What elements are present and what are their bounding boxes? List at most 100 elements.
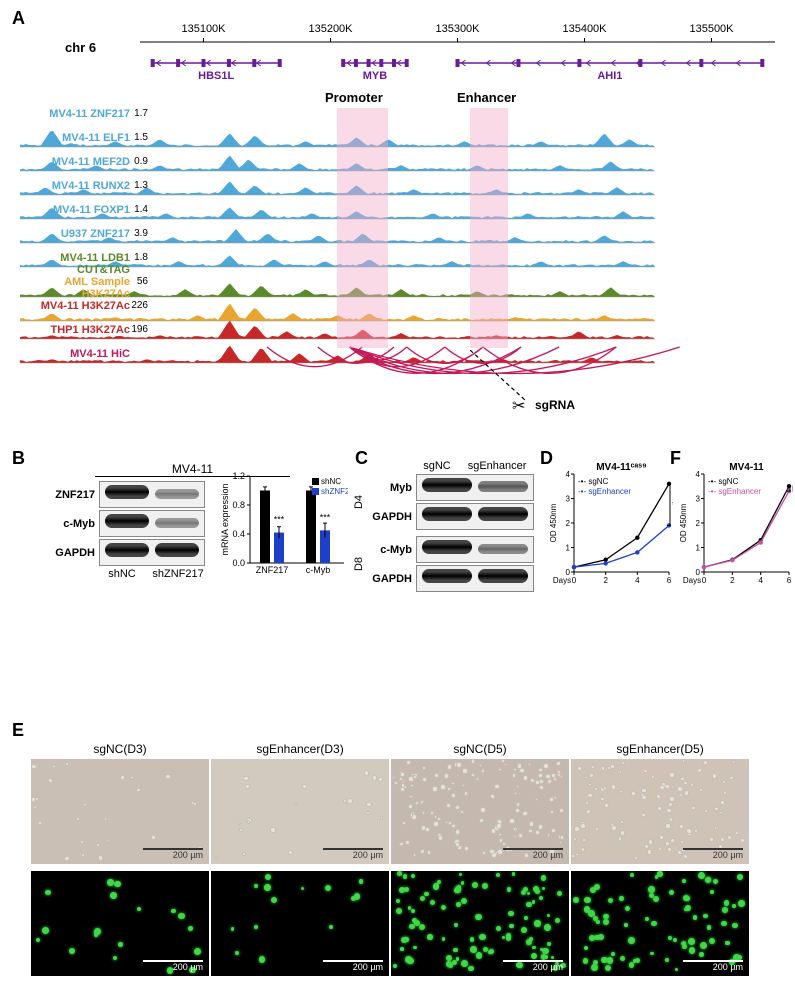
track-row: MV4-11 LDB1 CUT&TAG1.8 <box>20 252 775 272</box>
track-label: MV4-11 ZNF217 <box>20 108 130 120</box>
micro-col-label: sgEnhancer(D5) <box>570 742 750 756</box>
gene-track: HBS1LMYBAHI1 <box>140 55 775 80</box>
track-label: MV4-11 FOXP1 <box>20 204 130 216</box>
wb-group-tag: D4 <box>353 495 365 509</box>
panel-a-label: A <box>12 8 25 29</box>
scissors-icon: ✂ <box>512 396 525 416</box>
wb-band <box>422 569 472 583</box>
svg-text:***: *** <box>274 515 285 525</box>
promoter-label: Promoter <box>325 90 383 105</box>
wb-lane-box <box>416 565 534 592</box>
svg-text:HBS1L: HBS1L <box>198 70 234 80</box>
wb-lane-box <box>99 510 205 537</box>
svg-text:Days: Days <box>683 576 701 585</box>
wb-lane-box <box>416 536 534 563</box>
track-scale: 196 <box>130 324 148 335</box>
svg-text:1: 1 <box>566 544 571 553</box>
track-scale: 1.8 <box>130 252 148 263</box>
track-scale: 1.3 <box>130 180 148 191</box>
wb-band <box>155 489 199 499</box>
wb-row-label: ZNF217 <box>40 489 95 501</box>
svg-text:135300K: 135300K <box>435 23 480 35</box>
svg-text:135100K: 135100K <box>181 23 226 35</box>
svg-text:3: 3 <box>696 495 701 504</box>
track-row: MV4-11 MEF2D0.9 <box>20 156 775 176</box>
svg-text:135200K: 135200K <box>308 23 353 35</box>
svg-text:shNC: shNC <box>321 477 341 486</box>
wb-col-shznf: shZNF217 <box>149 568 207 580</box>
svg-text:0.0: 0.0 <box>232 558 245 568</box>
panel-f-chart: MV4-11012340246OD 450nmDays-•- sgNC-•- s… <box>678 460 793 590</box>
svg-text:shZNF217: shZNF217 <box>321 487 348 496</box>
panel-c-label: C <box>355 448 368 469</box>
svg-text:4: 4 <box>635 576 640 585</box>
wb-row-label: Myb <box>370 482 412 494</box>
track-row: MV4-11 ZNF2171.7 <box>20 108 775 128</box>
svg-text:6: 6 <box>667 576 672 585</box>
micrograph-fluor: 200 µm <box>211 871 389 976</box>
micrograph-fluor: 200 µm <box>31 871 209 976</box>
wb-row-label: GAPDH <box>370 573 412 585</box>
wb-lane-box <box>99 539 205 566</box>
svg-text:0: 0 <box>702 576 707 585</box>
track-row: MV4-11 RUNX21.3 <box>20 180 775 200</box>
track-label: AML Sample H3K27Ac <box>20 276 130 300</box>
micrograph-fluor: 200 µm <box>391 871 569 976</box>
svg-text:6: 6 <box>787 576 792 585</box>
panel-c-western: sgNC sgEnhancer MybGAPDHD4c-MybGAPDHD8 <box>370 460 540 598</box>
svg-text:mRNA expression: mRNA expression <box>220 483 230 555</box>
wb-lane-box <box>416 474 534 501</box>
svg-text:OD 450nm: OD 450nm <box>679 503 688 542</box>
wb-lane-box <box>416 503 534 530</box>
svg-text:1: 1 <box>696 544 701 553</box>
micrograph-bright: 200 µm <box>571 759 749 864</box>
micrograph-bright: 200 µm <box>31 759 209 864</box>
wb-band <box>105 514 149 528</box>
wb-band <box>422 540 472 554</box>
wb-lane-box <box>99 481 205 508</box>
svg-text:NS: NS <box>792 485 793 494</box>
track-scale: 56 <box>130 276 148 287</box>
wb-row-label: c-Myb <box>370 544 412 556</box>
wb-band <box>105 485 149 499</box>
wb-row-label: c-Myb <box>40 518 95 530</box>
svg-text:4: 4 <box>758 576 763 585</box>
wb-band <box>155 518 199 528</box>
wb-group-tag: D8 <box>353 557 365 571</box>
wb-row-label: GAPDH <box>370 511 412 523</box>
svg-text:2: 2 <box>730 576 735 585</box>
enhancer-label: Enhancer <box>457 90 516 105</box>
svg-text:4: 4 <box>696 470 701 479</box>
svg-text:0.8: 0.8 <box>232 500 245 510</box>
track-label: U937 ZNF217 <box>20 228 130 240</box>
wb-band <box>478 481 528 492</box>
track-label: MV4-11 RUNX2 <box>20 180 130 192</box>
micro-col-label: sgNC(D5) <box>390 742 570 756</box>
panel-b-barchart: 0.00.40.81.2mRNA expression***ZNF217***c… <box>218 468 348 583</box>
track-row: U937 ZNF2173.9 <box>20 228 775 248</box>
track-label: MV4-11 LDB1 CUT&TAG <box>20 252 130 276</box>
svg-text:c-Myb: c-Myb <box>306 565 331 575</box>
track-row: MV4-11 H3K27Ac226 <box>20 300 775 320</box>
svg-text:-•- sgNC: -•- sgNC <box>708 477 739 486</box>
svg-text:0: 0 <box>572 576 577 585</box>
micrograph-bright: 200 µm <box>391 759 569 864</box>
svg-text:135400K: 135400K <box>562 23 607 35</box>
svg-text:135500K: 135500K <box>689 23 734 35</box>
svg-text:***: *** <box>320 512 331 522</box>
wb-band <box>478 569 528 583</box>
micro-col-label: sgNC(D3) <box>30 742 210 756</box>
svg-text:-•- sgNC: -•- sgNC <box>578 477 609 486</box>
svg-text:-•- sgEnhancer: -•- sgEnhancer <box>708 487 761 496</box>
wb-band <box>422 507 472 521</box>
chromosome-label: chr 6 <box>65 40 96 55</box>
wb-band <box>478 507 528 521</box>
track-label: MV4-11 ELF1 <box>20 132 130 144</box>
wb-band <box>422 478 472 492</box>
svg-text:2: 2 <box>603 576 608 585</box>
micrograph-grid: sgNC(D3)sgEnhancer(D3)sgNC(D5)sgEnhancer… <box>30 740 775 982</box>
track-row: MV4-11 FOXP11.4 <box>20 204 775 224</box>
wb-band <box>105 543 149 557</box>
svg-text:AHI1: AHI1 <box>597 70 622 80</box>
wbc-col-sgnc: sgNC <box>412 460 462 472</box>
